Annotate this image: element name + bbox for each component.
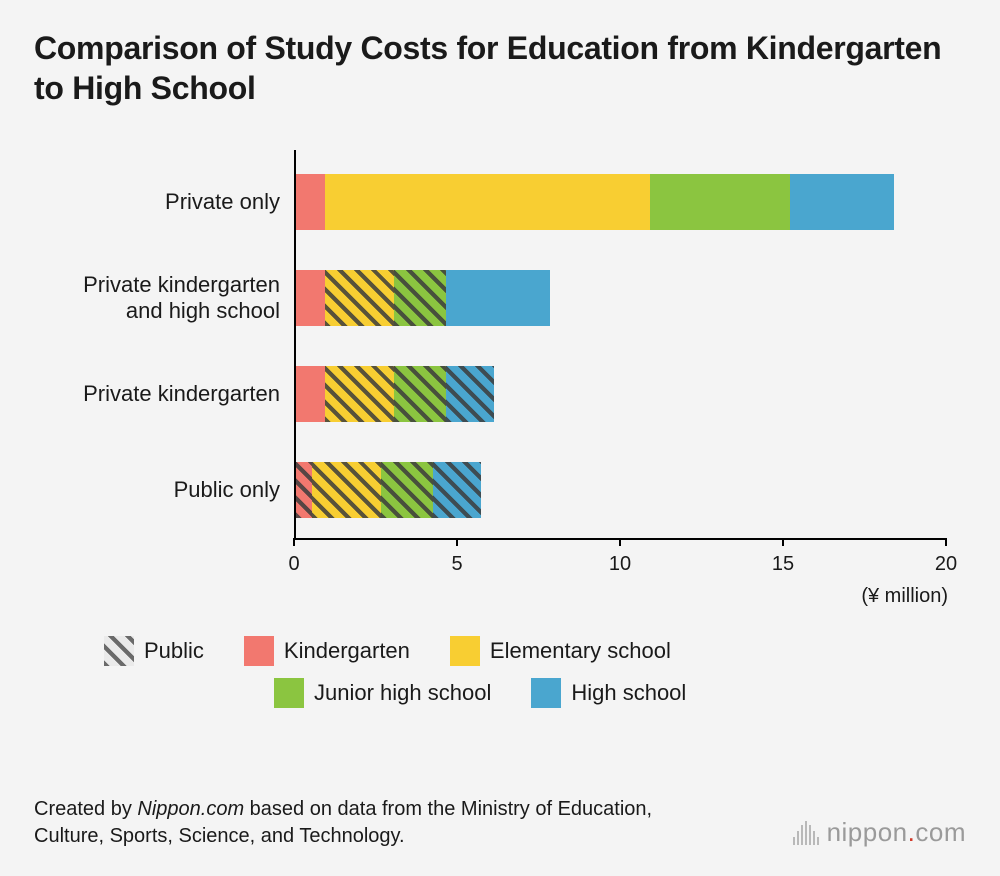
legend-item-kindergarten: Kindergarten <box>244 630 410 672</box>
x-tick <box>782 538 784 546</box>
x-tick-label: 0 <box>288 553 299 576</box>
chart-container: Private onlyPrivate kindergarten and hig… <box>34 150 966 590</box>
x-axis-unit-label: (¥ million) <box>861 585 948 608</box>
bar-segment-high_school <box>446 270 550 326</box>
bar-segment-kindergarten <box>296 462 312 518</box>
logo-main: nippon <box>827 817 908 847</box>
x-tick-label: 20 <box>935 553 957 576</box>
bar-segment-elementary <box>325 174 650 230</box>
category-label: Private kindergarten and high school <box>36 272 296 324</box>
x-tick <box>293 538 295 546</box>
source-attribution: Created by Nippon.com based on data from… <box>34 796 684 850</box>
bar-segment-junior_high <box>394 270 446 326</box>
bar-segment-high_school <box>433 462 482 518</box>
legend-item-public: Public <box>104 630 204 672</box>
bar-row: Public only <box>296 462 946 518</box>
x-tick-label: 15 <box>772 553 794 576</box>
logo-tld: com <box>915 817 966 847</box>
swatch-icon <box>274 678 304 708</box>
legend-item-elementary: Elementary school <box>450 630 671 672</box>
nippon-logo: nippon.com <box>793 817 966 848</box>
bar-segment-junior_high <box>650 174 790 230</box>
bar-segment-kindergarten <box>296 366 325 422</box>
bar-segment-kindergarten <box>296 270 325 326</box>
legend-label: Junior high school <box>314 672 491 714</box>
swatch-icon <box>531 678 561 708</box>
bar-segment-junior_high <box>394 366 446 422</box>
x-tick-label: 10 <box>609 553 631 576</box>
bar-row: Private kindergarten <box>296 366 946 422</box>
legend-item-high-school: High school <box>531 672 686 714</box>
bar-segment-high_school <box>790 174 894 230</box>
category-label: Private kindergarten <box>36 381 296 407</box>
category-label: Public only <box>36 477 296 503</box>
legend-label: Public <box>144 630 204 672</box>
chart-title: Comparison of Study Costs for Education … <box>34 28 966 108</box>
bar-segment-high_school <box>446 366 495 422</box>
swatch-icon <box>244 636 274 666</box>
bar-segment-junior_high <box>381 462 433 518</box>
x-tick <box>456 538 458 546</box>
legend-label: Kindergarten <box>284 630 410 672</box>
bar-segment-elementary <box>312 462 380 518</box>
legend-label: Elementary school <box>490 630 671 672</box>
source-prefix: Created by <box>34 798 137 820</box>
hatch-icon <box>104 636 134 666</box>
x-tick <box>619 538 621 546</box>
bar-segment-elementary <box>325 270 393 326</box>
page: Comparison of Study Costs for Education … <box>0 0 1000 876</box>
x-tick <box>945 538 947 546</box>
legend-label: High school <box>571 672 686 714</box>
bar-rows: Private only Private kindergarten and hig… <box>296 174 946 538</box>
logo-text: nippon.com <box>827 817 966 848</box>
swatch-icon <box>450 636 480 666</box>
sound-bars-icon <box>793 821 819 845</box>
category-label: Private only <box>36 189 296 215</box>
legend: Public Kindergarten Elementary school Ju… <box>104 630 966 714</box>
bar-row: Private only <box>296 174 946 230</box>
bar-segment-elementary <box>325 366 393 422</box>
bar-segment-kindergarten <box>296 174 325 230</box>
bar-row: Private kindergarten and high school <box>296 270 946 326</box>
source-site: Nippon.com <box>137 798 244 820</box>
legend-item-junior-high: Junior high school <box>274 672 491 714</box>
chart-plot-area: Private only Private kindergarten and hig… <box>294 150 946 590</box>
x-tick-label: 5 <box>451 553 462 576</box>
